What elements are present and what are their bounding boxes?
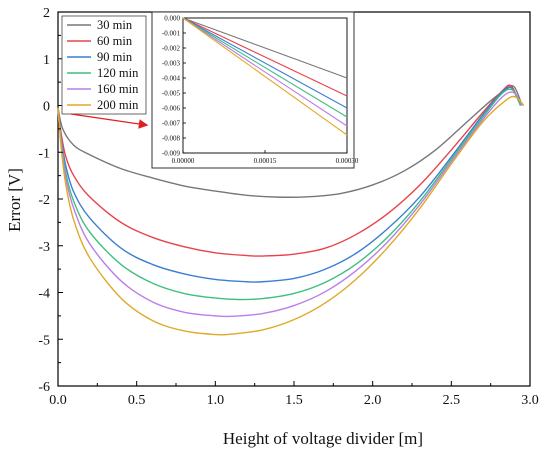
inset-series-line	[182, 17, 348, 79]
y-axis-label: Error [V]	[5, 168, 24, 232]
series-line-30-min	[57, 84, 523, 198]
x-axis-label: Height of voltage divider [m]	[223, 429, 423, 448]
legend-label: 90 min	[97, 50, 133, 64]
inset-x-tick-label: 0.00015	[254, 157, 277, 165]
inset-y-tick-label: -0.001	[162, 30, 181, 38]
legend-label: 200 min	[97, 98, 139, 112]
inset-x-tick-label: 0.00030	[336, 157, 359, 165]
series-line-60-min	[57, 84, 522, 257]
inset-y-tick-label: -0.006	[162, 105, 181, 113]
y-tick-label: 1	[43, 53, 50, 68]
y-tick-label: 2	[43, 6, 50, 21]
inset-series-line	[182, 17, 348, 97]
inset-frame	[182, 17, 348, 154]
legend-label: 60 min	[97, 34, 133, 48]
series-line-200-min	[57, 95, 525, 336]
y-tick-label: -6	[38, 380, 50, 395]
y-tick-label: -3	[38, 240, 50, 255]
series-line-120-min	[57, 88, 522, 301]
series-line-90-min	[57, 86, 522, 283]
x-tick-label: 2.0	[364, 393, 382, 408]
x-tick-label: 3.0	[521, 393, 539, 408]
y-tick-label: -2	[38, 193, 50, 208]
y-tick-label: -4	[38, 287, 50, 302]
x-tick-label: 0.0	[49, 393, 67, 408]
series-line-160-min	[57, 91, 523, 318]
inset-series-line	[182, 17, 348, 109]
x-tick-label: 1.0	[207, 393, 225, 408]
inset-y-tick-label: -0.002	[162, 45, 181, 53]
inset-y-tick-label: -0.004	[162, 75, 181, 83]
y-tick-label: -5	[38, 333, 50, 348]
pointer-arrow	[70, 113, 149, 129]
inset-series-line	[182, 17, 348, 127]
inset-y-tick-label: 0.000	[164, 15, 180, 23]
y-tick-label: -1	[38, 146, 50, 161]
legend-label: 30 min	[97, 18, 133, 32]
inset-series-line	[182, 17, 348, 136]
x-tick-label: 1.5	[285, 393, 303, 408]
inset-y-tick-label: -0.005	[162, 90, 181, 98]
legend-label: 160 min	[97, 82, 139, 96]
x-tick-label: 0.5	[128, 393, 146, 408]
inset-y-tick-label: -0.009	[162, 150, 181, 158]
x-tick-label: 2.5	[443, 393, 461, 408]
inset-y-tick-label: -0.007	[162, 120, 181, 128]
inset-y-tick-label: -0.003	[162, 60, 181, 68]
inset-y-tick-label: -0.008	[162, 135, 181, 143]
inset-series-line	[182, 17, 348, 118]
y-tick-label: 0	[43, 100, 50, 115]
legend-box	[61, 15, 147, 115]
legend-label: 120 min	[97, 66, 139, 80]
inset-x-tick-label: 0.00000	[172, 157, 195, 165]
